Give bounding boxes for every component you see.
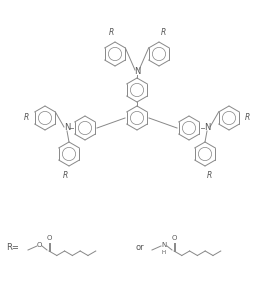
Text: N: N: [161, 242, 167, 248]
Text: R: R: [24, 113, 29, 122]
Text: R: R: [206, 171, 212, 180]
Text: R: R: [245, 113, 250, 122]
Text: O: O: [171, 235, 177, 241]
Text: N: N: [64, 124, 70, 133]
Text: N: N: [134, 67, 140, 76]
Text: N: N: [204, 124, 210, 133]
Text: R: R: [62, 171, 68, 180]
Text: R: R: [108, 28, 114, 37]
Text: R=: R=: [6, 243, 19, 252]
Text: O: O: [46, 235, 52, 241]
Text: H: H: [162, 250, 166, 255]
Text: R: R: [160, 28, 166, 37]
Text: O: O: [36, 242, 42, 248]
Text: or: or: [136, 243, 144, 252]
